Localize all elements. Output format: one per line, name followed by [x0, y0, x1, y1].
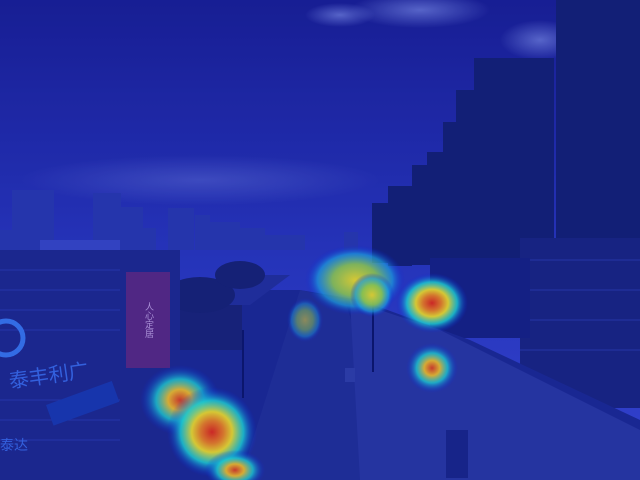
- heat-spot: [350, 273, 394, 317]
- trees: [215, 261, 265, 289]
- distant-building: [40, 240, 120, 252]
- billboard-text: 人心定居: [143, 302, 154, 339]
- cloud: [350, 0, 490, 28]
- store-logo: [0, 318, 26, 358]
- cloud: [20, 155, 380, 205]
- car: [345, 368, 355, 382]
- heatmap-overlay: [140, 245, 468, 480]
- lower-sign: 泰达: [0, 438, 28, 454]
- heat-spot: [406, 343, 458, 393]
- cloud: [305, 3, 375, 27]
- billboard: [126, 272, 170, 368]
- heat-spot: [396, 273, 468, 333]
- heat-spot: [205, 450, 265, 480]
- trees: [165, 277, 235, 313]
- mall-windows: [520, 259, 640, 351]
- lower-sign-panel: [46, 381, 120, 426]
- kiosk: [446, 430, 468, 478]
- heat-spot: [287, 298, 323, 342]
- residential-towers: [372, 0, 640, 266]
